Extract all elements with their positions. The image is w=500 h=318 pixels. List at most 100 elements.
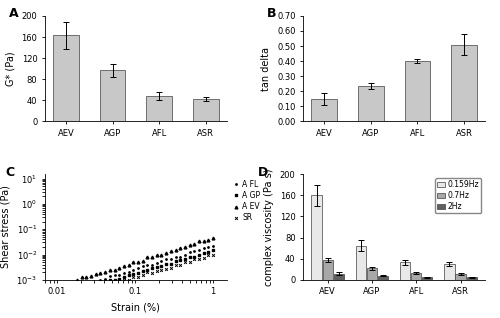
A EV (107, 268, 113, 272)
Y-axis label: tan delta: tan delta (262, 47, 272, 91)
A GP (93, 285, 99, 288)
SR (55, 297, 61, 301)
SR (192, 257, 198, 261)
A GP (78, 287, 84, 291)
SR (102, 284, 108, 288)
Bar (358, 86, 384, 121)
A EV (50, 285, 56, 289)
A GP (172, 259, 178, 263)
SR (78, 291, 84, 295)
SR (98, 285, 103, 289)
Line: A FL: A FL (52, 245, 214, 296)
A EV (102, 270, 108, 273)
A EV (206, 238, 212, 242)
A GP (116, 277, 122, 280)
A FL (116, 273, 122, 277)
A FL (144, 263, 150, 267)
A EV (88, 274, 94, 278)
A GP (206, 250, 212, 254)
SR (74, 294, 80, 297)
A GP (200, 251, 206, 255)
SR (50, 299, 56, 303)
A FL (192, 249, 198, 252)
A FL (88, 281, 94, 285)
A FL (93, 280, 99, 284)
Bar (334, 273, 344, 280)
A EV (60, 282, 66, 286)
SR (186, 260, 192, 264)
A GP (98, 282, 103, 286)
SR (177, 263, 183, 267)
A GP (70, 292, 75, 296)
SR (149, 271, 155, 275)
A GP (168, 262, 174, 266)
A FL (112, 273, 117, 277)
A EV (74, 278, 80, 282)
Bar (312, 195, 322, 280)
A EV (121, 264, 127, 268)
A FL (154, 261, 160, 265)
Bar (54, 35, 79, 121)
SR (182, 260, 188, 264)
A GP (177, 258, 183, 262)
A FL (60, 291, 66, 294)
A GP (121, 275, 127, 279)
Text: D: D (258, 166, 268, 179)
A FL (182, 253, 188, 257)
A EV (84, 275, 89, 279)
A GP (182, 257, 188, 260)
A FL (158, 259, 164, 263)
A GP (149, 266, 155, 270)
A GP (144, 268, 150, 272)
Bar (100, 70, 126, 121)
A EV (130, 260, 136, 264)
A GP (130, 272, 136, 276)
Line: A GP: A GP (52, 249, 214, 299)
A EV (126, 263, 132, 266)
A EV (140, 259, 145, 263)
SR (121, 278, 127, 282)
A EV (98, 271, 103, 275)
A EV (172, 248, 178, 252)
SR (163, 267, 169, 271)
A GP (163, 262, 169, 266)
SR (140, 273, 145, 277)
A FL (200, 246, 206, 250)
A FL (210, 245, 216, 248)
A EV (200, 239, 206, 243)
A FL (102, 277, 108, 281)
SR (172, 264, 178, 267)
A GP (140, 269, 145, 273)
A EV (55, 284, 61, 288)
SR (126, 278, 132, 282)
A FL (84, 282, 89, 286)
Bar (378, 276, 388, 280)
SR (196, 257, 202, 261)
Bar (456, 274, 466, 280)
A FL (78, 283, 84, 287)
Y-axis label: G* (Pa): G* (Pa) (6, 52, 16, 86)
SR (112, 281, 117, 285)
A EV (112, 268, 117, 272)
A FL (50, 293, 56, 297)
Bar (444, 264, 454, 280)
A FL (186, 251, 192, 254)
A EV (135, 260, 141, 264)
Bar (466, 277, 476, 280)
A EV (163, 251, 169, 255)
A GP (196, 253, 202, 257)
A GP (74, 288, 80, 292)
SR (158, 268, 164, 272)
A EV (210, 236, 216, 239)
Line: A EV: A EV (52, 236, 214, 288)
A FL (107, 274, 113, 278)
SR (130, 275, 136, 279)
Text: B: B (267, 7, 276, 20)
A EV (182, 245, 188, 249)
A GP (186, 255, 192, 259)
A GP (158, 264, 164, 268)
A GP (192, 255, 198, 259)
A EV (93, 272, 99, 276)
SR (84, 290, 89, 294)
Bar (404, 61, 430, 121)
